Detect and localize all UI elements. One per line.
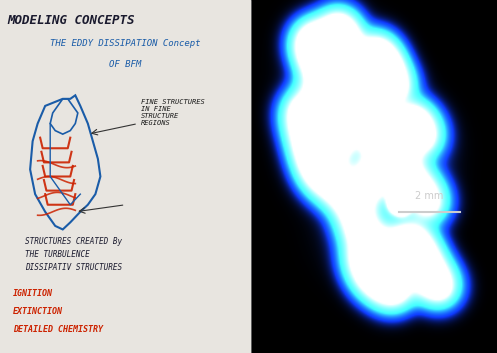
Text: DETAILED CHEMISTRY: DETAILED CHEMISTRY <box>12 325 102 334</box>
Text: THE EDDY DISSIPATION Concept: THE EDDY DISSIPATION Concept <box>50 39 201 48</box>
Text: OF BFM: OF BFM <box>109 60 142 69</box>
Text: EXTINCTION: EXTINCTION <box>12 307 63 316</box>
Text: 2 mm: 2 mm <box>415 191 443 201</box>
Text: FINE STRUCTURES
IN FINE
STRUCTURE
REGIONS: FINE STRUCTURES IN FINE STRUCTURE REGION… <box>141 99 204 126</box>
Text: MODELING CONCEPTS: MODELING CONCEPTS <box>7 14 135 27</box>
Text: STRUCTURES CREATED By
THE TURBULENCE
DISSIPATIV STRUCTURES: STRUCTURES CREATED By THE TURBULENCE DIS… <box>25 237 122 272</box>
Text: IGNITION: IGNITION <box>12 289 53 298</box>
